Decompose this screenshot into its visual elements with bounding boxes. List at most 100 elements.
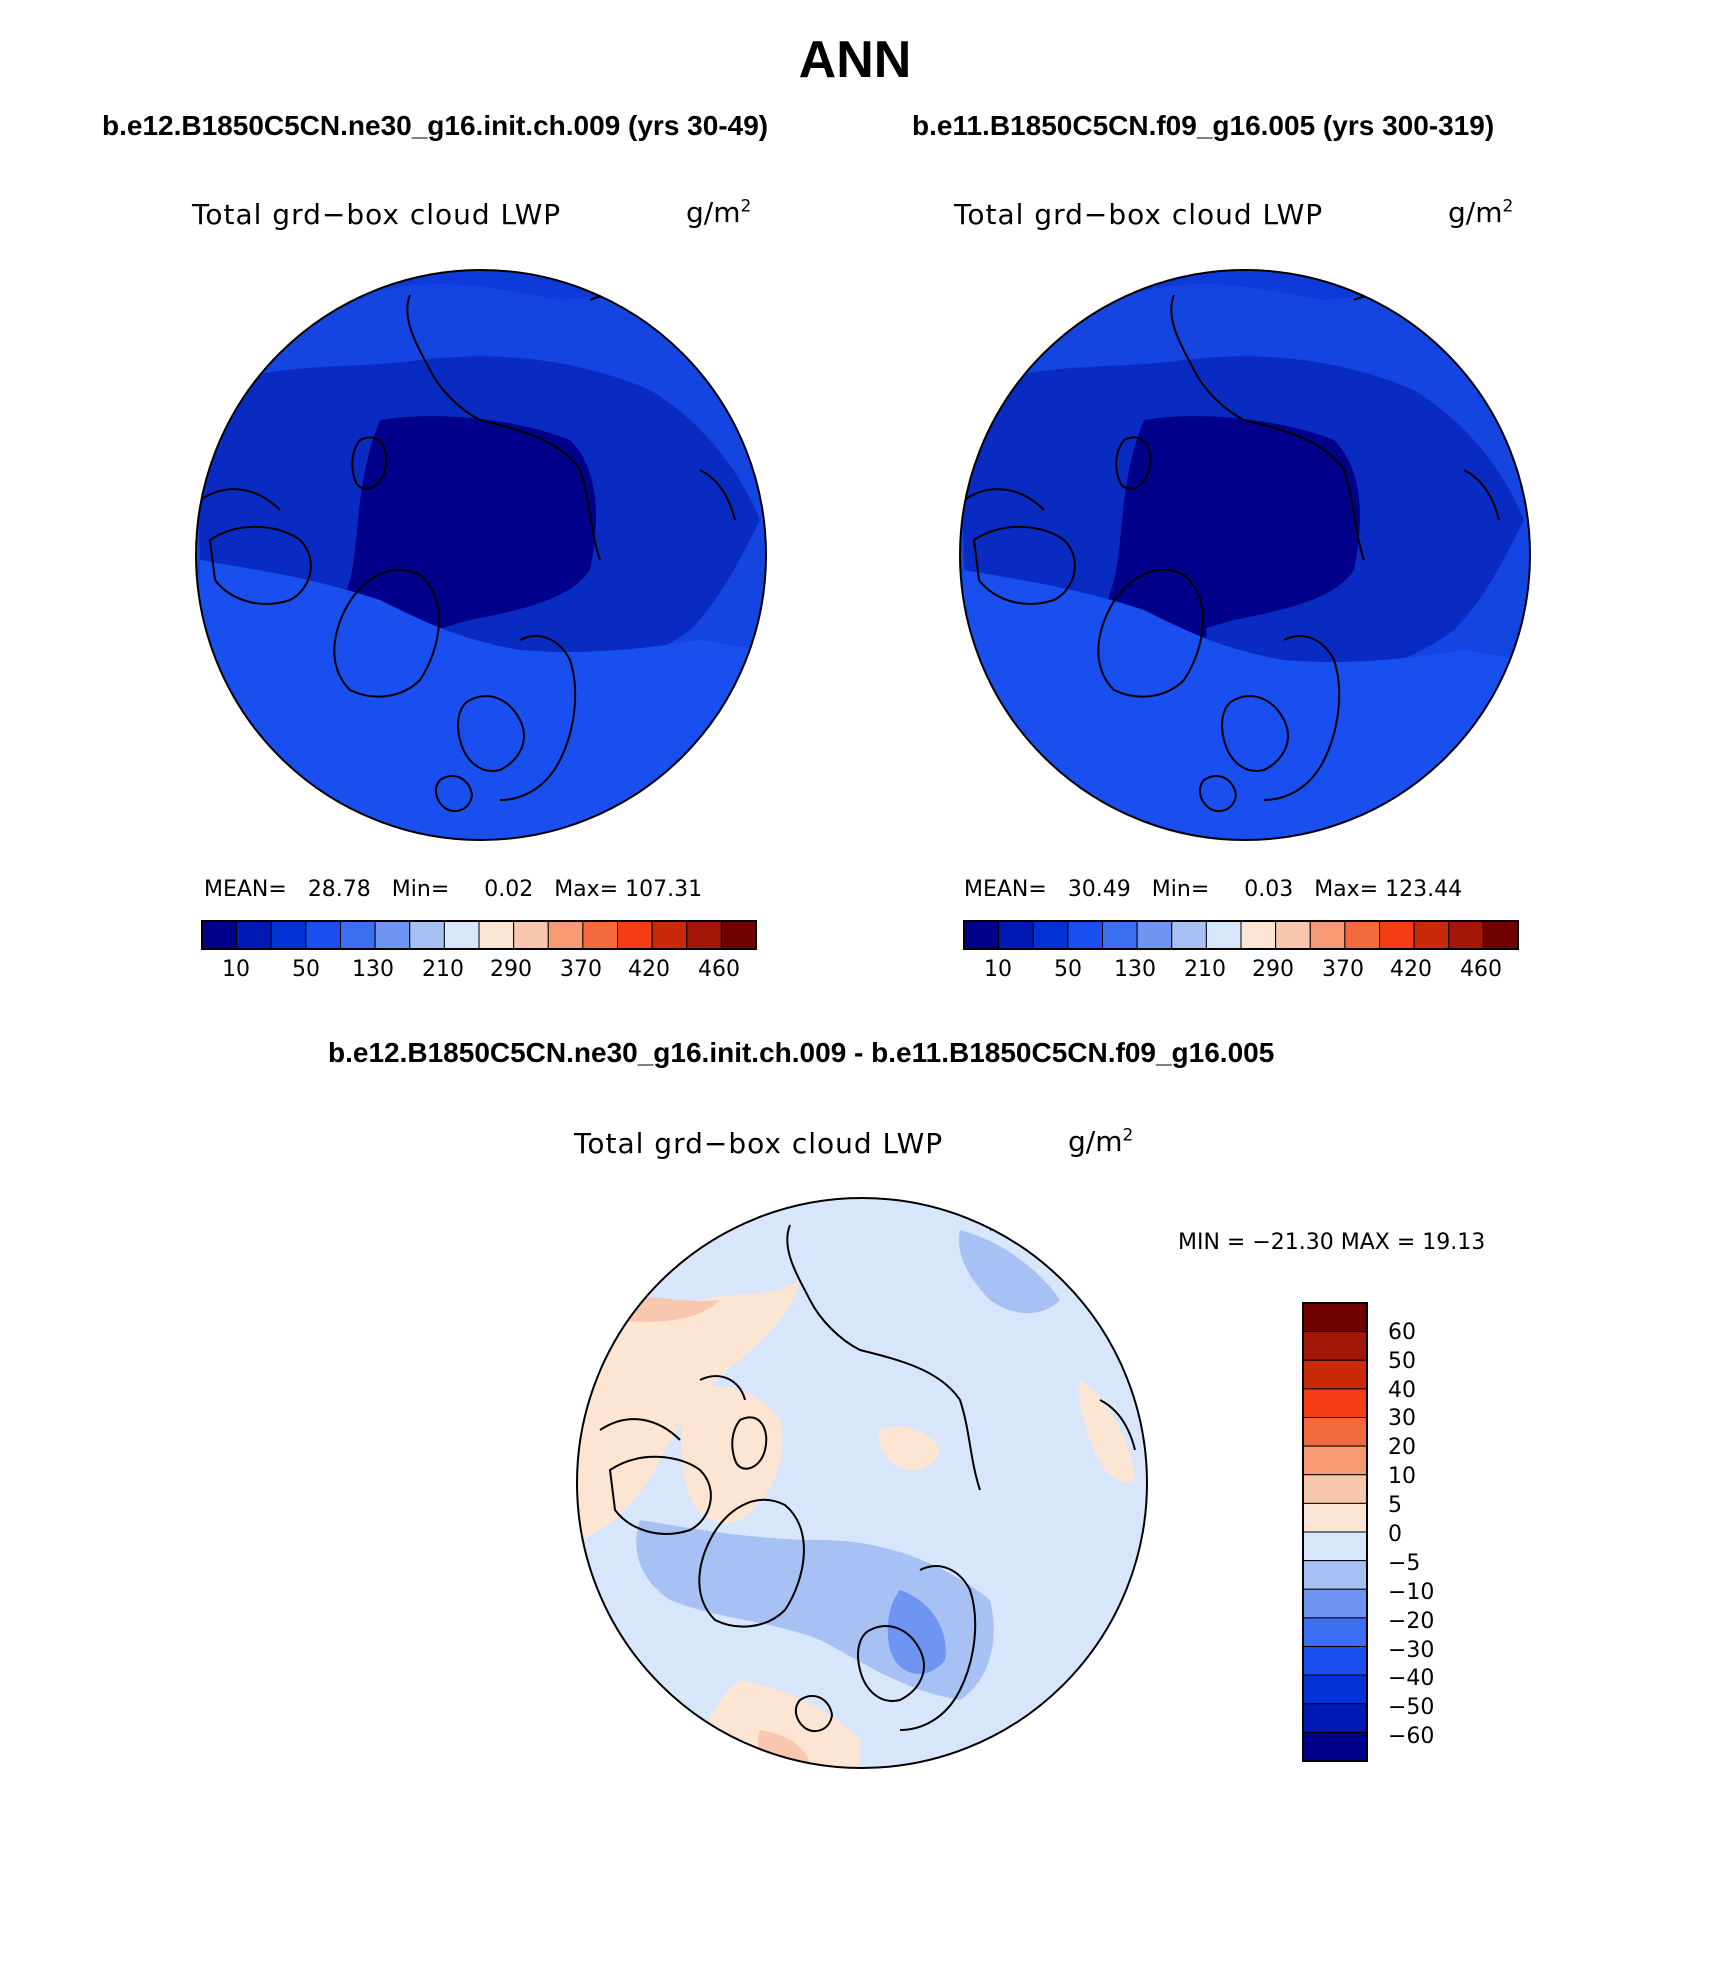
panel-b-colorbar-swatch [1136, 920, 1173, 950]
panel-a-colorbar-swatch [305, 920, 342, 950]
panel-b-variable-title: Total grd−box cloud LWP [954, 198, 1324, 231]
diff-field-negative-ne [959, 1230, 1060, 1314]
panel-a-colorbar-frame [201, 920, 757, 950]
panel-a-field-southern [196, 560, 760, 840]
diff-tick-label: 5 [1388, 1493, 1402, 1518]
diff-tick-label: −10 [1388, 1580, 1435, 1605]
panel-b-tick-label: 50 [1054, 957, 1082, 982]
diff-colorbar-swatch [1302, 1417, 1368, 1447]
panel-a-colorbar-swatch [513, 920, 549, 950]
panel-a-tick-label: 50 [292, 957, 320, 982]
diff-map [577, 1198, 1147, 1768]
panel-a-tick-label: 10 [222, 957, 250, 982]
panel-b-colorbar-swatch [963, 920, 1000, 950]
diff-tick-label: 0 [1388, 1522, 1402, 1547]
diff-tick-label: 60 [1388, 1320, 1416, 1345]
panel-b-field-southern [960, 570, 1524, 840]
diff-colorbar-swatch [1302, 1359, 1368, 1390]
panel-a-variable-title: Total grd−box cloud LWP [192, 198, 562, 231]
diff-colorbar-swatch [1302, 1588, 1368, 1619]
diff-colorbar [1302, 1302, 1368, 1762]
diff-units: g/m2 [1068, 1125, 1134, 1158]
panel-a-units: g/m2 [686, 196, 752, 229]
diff-colorbar-swatch [1302, 1474, 1368, 1504]
panel-b-colorbar-swatch [998, 920, 1034, 950]
panel-b-case-title: b.e11.B1850C5CN.f09_g16.005 (yrs 300-319… [912, 110, 1495, 141]
panel-b-tick-label: 290 [1252, 957, 1294, 982]
diff-tick-label: 30 [1388, 1406, 1416, 1431]
diff-colorbar-frame [1302, 1302, 1368, 1762]
diff-colorbar-swatch [1302, 1674, 1368, 1705]
panel-a-tick-label: 290 [490, 957, 532, 982]
panel-b-map-border [959, 269, 1531, 841]
panel-a-colorbar-swatch [201, 920, 238, 950]
panel-b-colorbar-swatch [1309, 920, 1346, 950]
panel-a-tick-label: 370 [560, 957, 602, 982]
panel-a-stats: MEAN= 28.78 Min= 0.02 Max= 107.31 [204, 877, 703, 902]
diff-colorbar-swatch [1302, 1646, 1368, 1676]
panel-b-tick-label: 370 [1322, 957, 1364, 982]
diff-tick-label: −5 [1388, 1551, 1421, 1576]
panel-b-colorbar [963, 920, 1519, 950]
diff-colorbar-swatch [1302, 1502, 1368, 1533]
diff-colorbar-swatch [1302, 1703, 1368, 1733]
diff-colorbar-swatch [1302, 1617, 1368, 1648]
panel-a-colorbar-swatch [617, 920, 653, 950]
panel-b-tick-label: 210 [1184, 957, 1226, 982]
panel-a-colorbar-swatch [547, 920, 584, 950]
diff-colorbar-swatch [1302, 1560, 1368, 1590]
panel-a-colorbar-swatch [651, 920, 688, 950]
panel-a-colorbar-swatch [374, 920, 411, 950]
diff-tick-label: 40 [1388, 1378, 1416, 1403]
panel-b-colorbar-swatch [1413, 920, 1450, 950]
panel-a-map-border [195, 269, 767, 841]
panel-a-tick-label: 460 [698, 957, 740, 982]
panel-a-colorbar-swatch [443, 920, 480, 950]
diff-map-border [576, 1197, 1148, 1769]
panel-b-colorbar-swatch [1205, 920, 1242, 950]
panel-a-colorbar-swatch [409, 920, 445, 950]
panel-b-colorbar-swatch [1067, 920, 1104, 950]
diff-variable-title: Total grd−box cloud LWP [574, 1127, 944, 1160]
diff-field-base [577, 1198, 1147, 1768]
panel-b-tick-label: 420 [1390, 957, 1432, 982]
diff-tick-label: −20 [1388, 1609, 1435, 1634]
panel-b-colorbar-swatch [1102, 920, 1138, 950]
diff-colorbar-swatch [1302, 1302, 1368, 1333]
diff-tick-label: −60 [1388, 1724, 1435, 1749]
panel-b-colorbar-swatch [1448, 920, 1484, 950]
diff-tick-label: −40 [1388, 1666, 1435, 1691]
panel-a-colorbar-swatch [720, 920, 757, 950]
panel-a-colorbar-swatch [340, 920, 376, 950]
panel-a-tick-label: 210 [422, 957, 464, 982]
panel-a-case-title: b.e12.B1850C5CN.ne30_g16.init.ch.009 (yr… [102, 110, 769, 141]
diff-colorbar-swatch [1302, 1445, 1368, 1476]
panel-b-tick-label: 130 [1114, 957, 1156, 982]
main-title: ANN [798, 31, 912, 89]
panel-b-colorbar-swatch [1171, 920, 1207, 950]
panel-b-units: g/m2 [1448, 196, 1514, 229]
diff-colorbar-swatch [1302, 1388, 1368, 1419]
diff-colorbar-swatch [1302, 1331, 1368, 1361]
diff-tick-label: 20 [1388, 1435, 1416, 1460]
diff-tick-label: 50 [1388, 1349, 1416, 1374]
panel-b-tick-label: 10 [984, 957, 1012, 982]
panel-b-colorbar-swatch [1240, 920, 1277, 950]
panel-a-tick-label: 420 [628, 957, 670, 982]
diff-colorbar-swatch [1302, 1531, 1368, 1562]
diff-coastlines [599, 1224, 1136, 1733]
diff-tick-label: −50 [1388, 1695, 1435, 1720]
panel-a-colorbar-swatch [236, 920, 272, 950]
diff-colorbar-swatch [1302, 1731, 1368, 1762]
panel-b-map [960, 270, 1530, 840]
panel-a-colorbar [201, 920, 757, 950]
panel-b-colorbar-swatch [1275, 920, 1311, 950]
panel-b-colorbar-swatch [1482, 920, 1519, 950]
diff-field-positive-spot [878, 1426, 940, 1470]
panel-a-colorbar-swatch [582, 920, 619, 950]
diff-min-max: MIN = −21.30 MAX = 19.13 [1178, 1230, 1486, 1255]
diff-field-negative-core [887, 1590, 946, 1674]
panel-b-colorbar-swatch [1344, 920, 1381, 950]
diff-case-title: b.e12.B1850C5CN.ne30_g16.init.ch.009 - b… [328, 1037, 1275, 1068]
